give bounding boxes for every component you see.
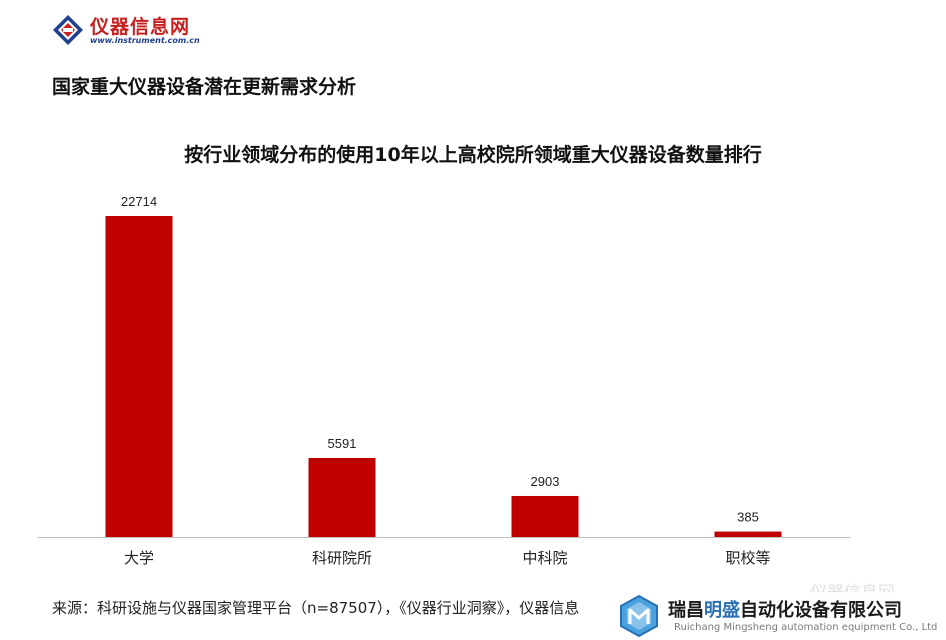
data-label-3: 385 (737, 510, 759, 525)
logo-name: 仪器信息网 (90, 16, 191, 38)
brand-name-part-2: 明盛 (704, 600, 740, 621)
section-title: 国家重大仪器设备潜在更新需求分析 (52, 76, 357, 98)
source-note: 来源：科研设施与仪器国家管理平台（n=87507），《仪器行业洞察》，仪器信息 (52, 599, 580, 617)
bar-2 (511, 495, 579, 537)
bar-chart: 22714 大学 5591 科研院所 2903 中科院 385 职校等 (38, 194, 850, 567)
data-label-2: 2903 (531, 474, 560, 489)
category-label-3: 职校等 (725, 549, 770, 567)
brand-subtitle: Ruichang Mingsheng automation equipment … (674, 622, 938, 633)
category-label-0: 大学 (124, 549, 154, 567)
data-label-0: 22714 (121, 194, 157, 209)
logo-url: www.instrument.com.cn (90, 36, 200, 45)
brand-name-part-3: 自动化设备有限公司 (740, 600, 902, 621)
bar-1 (308, 457, 376, 537)
category-label-1: 科研院所 (312, 549, 372, 567)
cube-logo-icon (620, 594, 658, 638)
bar-0 (105, 216, 173, 537)
brand-name: 瑞昌明盛自动化设备有限公司 (668, 596, 902, 622)
bar-3 (714, 531, 782, 537)
logo-diamond-icon (53, 15, 83, 45)
instrument-logo[interactable]: 仪器信息网 www.instrument.com.cn (52, 12, 202, 48)
category-label-2: 中科院 (522, 549, 567, 567)
data-label-1: 5591 (328, 436, 357, 451)
brand-name-part-1: 瑞昌 (668, 600, 704, 621)
chart-title: 按行业领域分布的使用10年以上高校院所领域重大仪器设备数量排行 (184, 144, 762, 166)
brand-overlay: 瑞昌明盛自动化设备有限公司 Ruichang Mingsheng automat… (612, 592, 946, 640)
